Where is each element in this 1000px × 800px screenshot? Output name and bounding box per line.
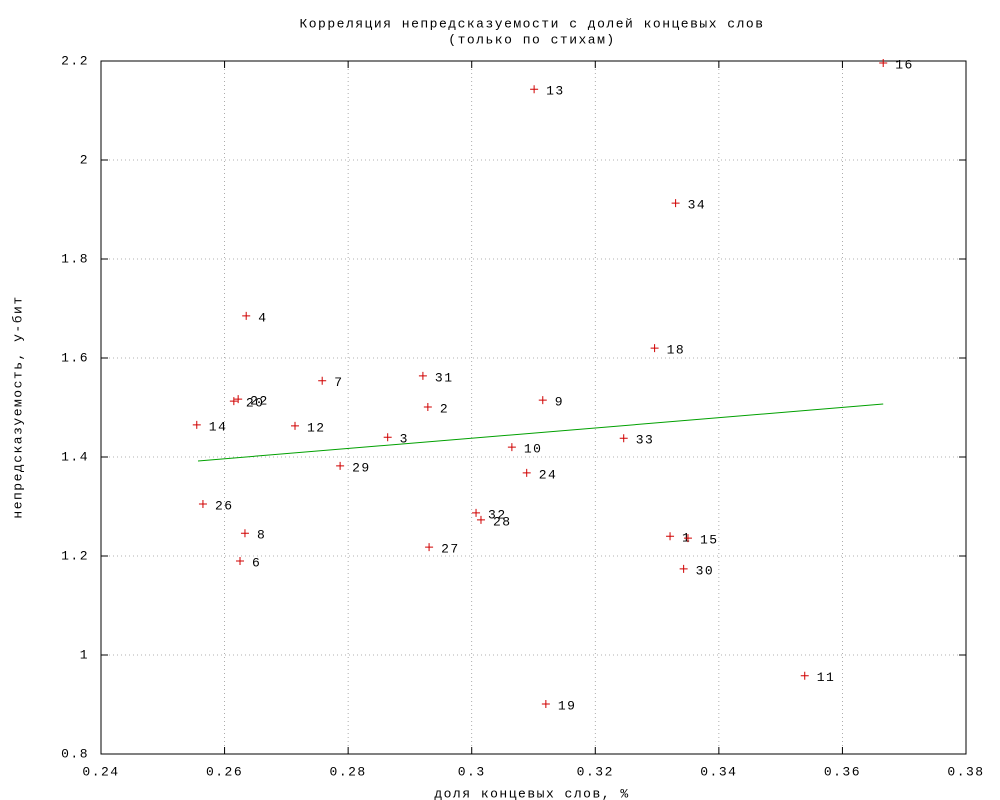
point [336, 461, 345, 470]
point [234, 395, 243, 404]
point [507, 443, 516, 452]
point-label: 2 [440, 401, 449, 416]
fit-line [197, 403, 884, 462]
point-label: 32 [488, 507, 507, 522]
y-tick-label: 1 [80, 647, 89, 662]
point-label: 24 [539, 467, 558, 482]
point [650, 344, 659, 353]
point-label: 27 [441, 542, 460, 557]
chart-subtitle: (только по стихам) [448, 32, 615, 47]
plot-frame [100, 60, 967, 755]
y-tick-label: 1.2 [61, 548, 89, 563]
point [679, 564, 688, 573]
point-label: 13 [546, 84, 565, 99]
point-label: 31 [435, 370, 454, 385]
y-axis-label: непредсказуемость, у-бит [10, 295, 25, 518]
point-label: 6 [252, 555, 261, 570]
point [541, 700, 550, 709]
point-label: 16 [895, 57, 914, 72]
point-label: 15 [700, 533, 719, 548]
point [192, 420, 201, 429]
point [242, 311, 251, 320]
point [619, 434, 628, 443]
point-label: 9 [555, 395, 564, 410]
point-label: 19 [558, 698, 577, 713]
point-label: 12 [307, 420, 326, 435]
point-label: 3 [400, 432, 409, 447]
chart-title: Корреляция непредсказуемости с долей кон… [299, 16, 764, 31]
y-tick-label: 2.2 [61, 53, 89, 68]
point-label: 30 [696, 563, 715, 578]
point [879, 58, 888, 67]
point [522, 468, 531, 477]
point-label: 28 [493, 514, 512, 529]
point [476, 515, 485, 524]
point [530, 85, 539, 94]
x-tick-label: 0.34 [700, 764, 737, 779]
point-label: 18 [667, 343, 686, 358]
x-tick-label: 0.28 [330, 764, 367, 779]
x-tick-label: 0.3 [458, 764, 486, 779]
point [229, 397, 238, 406]
point [538, 396, 547, 405]
point [418, 371, 427, 380]
point [683, 534, 692, 543]
x-tick-label: 0.24 [82, 764, 119, 779]
x-tick-label: 0.32 [577, 764, 614, 779]
y-tick-label: 0.8 [61, 746, 89, 761]
point-label: 8 [257, 528, 266, 543]
point-label: 22 [250, 394, 269, 409]
point-label: 34 [688, 198, 707, 213]
y-tick-label: 1.6 [61, 350, 89, 365]
point-label: 10 [524, 442, 543, 457]
x-tick-label: 0.38 [947, 764, 984, 779]
point-label: 11 [817, 670, 836, 685]
x-tick-label: 0.26 [206, 764, 243, 779]
point [198, 500, 207, 509]
point [472, 508, 481, 517]
point-label: 4 [258, 310, 267, 325]
point-label: 26 [215, 498, 234, 513]
y-tick-label: 1.8 [61, 251, 89, 266]
point [671, 199, 680, 208]
point [383, 433, 392, 442]
y-tick-label: 1.4 [61, 449, 89, 464]
point [318, 376, 327, 385]
point [240, 529, 249, 538]
x-axis-label: доля концевых слов, % [434, 786, 629, 800]
point-label: 33 [636, 433, 655, 448]
point [666, 532, 675, 541]
point [291, 421, 300, 430]
point-label: 20 [246, 396, 265, 411]
point-label: 14 [209, 419, 228, 434]
point [800, 671, 809, 680]
point-label: 7 [334, 375, 343, 390]
point [425, 543, 434, 552]
point [423, 403, 432, 412]
x-tick-label: 0.36 [824, 764, 861, 779]
y-tick-label: 2 [80, 152, 89, 167]
point-label: 29 [352, 460, 371, 475]
point [236, 556, 245, 565]
